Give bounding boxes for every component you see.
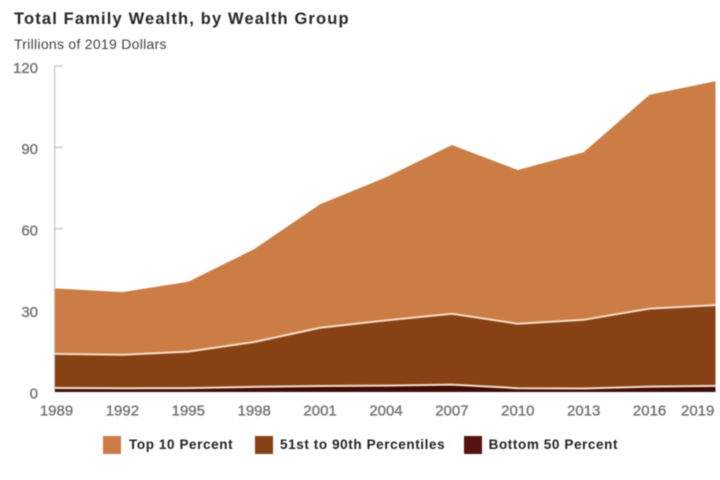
svg-text:60: 60 <box>21 223 38 240</box>
svg-text:2004: 2004 <box>369 403 402 420</box>
svg-text:90: 90 <box>21 141 38 158</box>
svg-text:2001: 2001 <box>303 403 336 420</box>
svg-text:2013: 2013 <box>567 403 600 420</box>
svg-text:30: 30 <box>21 304 38 321</box>
svg-text:0: 0 <box>30 385 38 402</box>
svg-text:2016: 2016 <box>633 403 666 420</box>
svg-text:1989: 1989 <box>40 403 73 420</box>
svg-text:120: 120 <box>13 60 38 77</box>
svg-text:1992: 1992 <box>106 403 139 420</box>
svg-text:2007: 2007 <box>435 403 468 420</box>
svg-text:1998: 1998 <box>238 403 271 420</box>
svg-text:2019: 2019 <box>681 403 714 420</box>
svg-text:2010: 2010 <box>501 403 534 420</box>
svg-text:1995: 1995 <box>172 403 205 420</box>
